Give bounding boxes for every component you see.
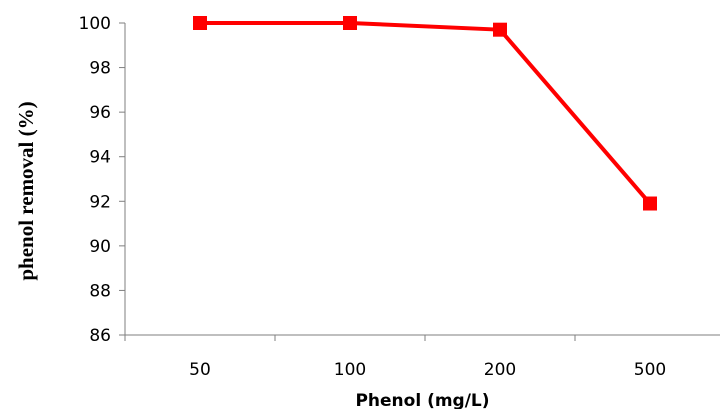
- data-point-marker: [343, 16, 357, 30]
- x-tick-label: 100: [334, 360, 366, 380]
- y-tick-label: 98: [89, 59, 111, 79]
- data-point-marker: [643, 196, 657, 211]
- y-tick-label: 92: [89, 192, 111, 212]
- y-axis-ticks: 86 88 90 92 94 96 98 100: [79, 14, 125, 346]
- x-axis-ticks: 50 100 200 500: [124, 335, 666, 380]
- y-tick-label: 90: [89, 237, 111, 257]
- y-tick-label: 86: [89, 326, 111, 346]
- series-line: [200, 21, 652, 205]
- y-axis-title: phenol removal (%): [14, 101, 38, 280]
- x-axis-title: Phenol (mg/L): [355, 391, 489, 409]
- y-tick-label: 88: [89, 281, 111, 301]
- x-tick-label: 200: [484, 360, 516, 380]
- data-point-marker: [493, 22, 507, 37]
- series-layer: [193, 16, 657, 211]
- data-point-marker: [193, 16, 207, 30]
- y-tick-label: 96: [89, 103, 111, 123]
- x-tick-label: 50: [189, 360, 211, 380]
- y-tick-label: 94: [89, 148, 111, 168]
- x-tick-label: 500: [634, 360, 666, 380]
- y-tick-label: 100: [79, 14, 111, 34]
